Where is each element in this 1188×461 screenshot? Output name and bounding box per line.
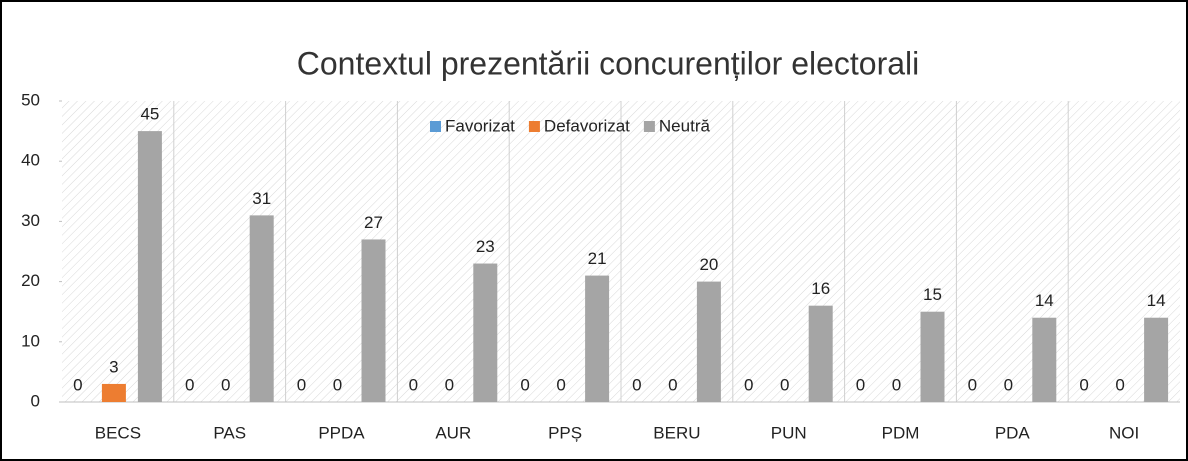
data-label: 0 <box>445 375 454 394</box>
bar <box>808 305 833 402</box>
data-label: 14 <box>1035 291 1054 310</box>
data-label: 0 <box>73 375 82 394</box>
data-label: 0 <box>968 375 977 394</box>
data-label: 0 <box>297 375 306 394</box>
legend-label: Favorizat <box>445 116 515 135</box>
bar <box>1032 317 1057 402</box>
bar <box>361 239 386 402</box>
data-label: 0 <box>892 375 901 394</box>
y-tick-label: 20 <box>21 271 40 290</box>
data-label: 0 <box>409 375 418 394</box>
legend-swatch <box>643 121 655 132</box>
data-label: 0 <box>780 375 789 394</box>
data-label: 15 <box>923 285 942 304</box>
chart-title: Contextul prezentării concurenților elec… <box>297 45 920 81</box>
bar <box>137 131 162 402</box>
y-tick-label: 40 <box>21 151 40 170</box>
data-label: 14 <box>1147 291 1166 310</box>
data-label: 0 <box>1079 375 1088 394</box>
data-label: 16 <box>811 279 830 298</box>
bar <box>696 281 721 402</box>
data-label: 0 <box>744 375 753 394</box>
data-label: 0 <box>1004 375 1013 394</box>
data-label: 20 <box>699 255 718 274</box>
bar <box>585 275 610 402</box>
x-tick-label: PDA <box>995 423 1031 442</box>
data-label: 0 <box>221 375 230 394</box>
x-tick-label: AUR <box>435 423 471 442</box>
data-label: 21 <box>588 249 607 268</box>
y-tick-label: 50 <box>21 90 40 109</box>
x-tick-label: PAS <box>213 423 246 442</box>
data-label: 0 <box>520 375 529 394</box>
y-tick-label: 0 <box>31 391 40 410</box>
data-label: 0 <box>1115 375 1124 394</box>
data-label: 23 <box>476 237 495 256</box>
bar <box>1144 317 1169 402</box>
data-label: 0 <box>185 375 194 394</box>
bar <box>920 311 945 402</box>
data-label: 0 <box>632 375 641 394</box>
legend-label: Defavorizat <box>544 116 630 135</box>
y-tick-label: 30 <box>21 211 40 230</box>
x-tick-label: PPȘ <box>548 423 582 442</box>
legend-swatch <box>430 121 441 132</box>
data-label: 3 <box>109 357 118 376</box>
data-label: 0 <box>333 375 342 394</box>
legend-label: Neutră <box>659 116 711 135</box>
y-tick-label: 10 <box>21 331 40 350</box>
legend-swatch <box>528 121 540 132</box>
data-label: 0 <box>668 375 677 394</box>
x-tick-label: BECS <box>95 423 141 442</box>
data-label: 45 <box>140 105 159 124</box>
bar <box>249 215 274 402</box>
data-label: 0 <box>556 375 565 394</box>
x-tick-label: NOI <box>1109 423 1139 442</box>
data-label: 31 <box>252 189 271 208</box>
x-tick-label: PPDA <box>318 423 365 442</box>
x-tick-label: BERU <box>653 423 700 442</box>
bar <box>473 263 498 402</box>
data-label: 27 <box>364 213 383 232</box>
bar <box>101 383 126 402</box>
x-tick-label: PUN <box>771 423 807 442</box>
data-label: 0 <box>856 375 865 394</box>
x-tick-label: PDM <box>882 423 920 442</box>
